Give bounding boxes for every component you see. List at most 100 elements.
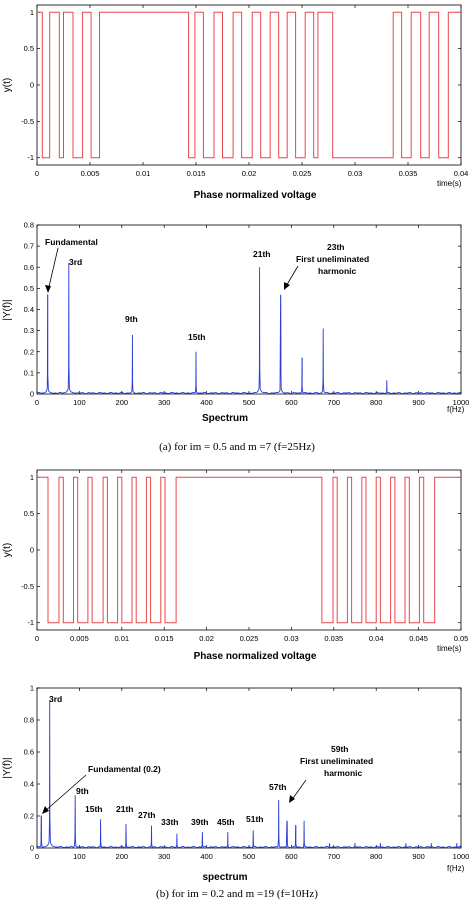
plot-frame: [36, 224, 462, 395]
tick-labels: 0 0.005 0.01 0.015 0.02 0.025 0.03 0.035 0.04 -1 -…: [21, 5, 468, 178]
y-tick-label: -1: [27, 618, 34, 627]
x-tick-label: 0.025: [293, 169, 312, 178]
x-tick-label: 400: [200, 852, 213, 861]
annotation-first-uneliminated: First uneliminated: [296, 254, 369, 264]
x-tick-label: 0.04: [369, 634, 384, 643]
caption-a: (a) for im = 0.5 and m =7 (f=25Hz): [159, 441, 315, 453]
x-tick-label: 200: [116, 852, 129, 861]
x-tick-label: 600: [285, 398, 298, 407]
spectrum-line: [36, 700, 461, 849]
x-unit-label: f(Hz): [447, 864, 465, 873]
x-tick-label: 0.01: [136, 169, 151, 178]
x-tick-label: 0.02: [199, 634, 214, 643]
annotation-51th: 51th: [246, 814, 263, 824]
annotation-15th: 15th: [188, 332, 205, 342]
y-tick-label: 0.7: [24, 242, 34, 251]
x-axis-label: Phase normalized voltage: [194, 651, 317, 662]
y-tick-label: 0.8: [24, 716, 34, 725]
x-tick-label: 500: [243, 852, 256, 861]
spectrum-plot-b: 0 100 200 300 400 500 600 700 800 900 1000 0 0.2 0.4 0…: [2, 684, 469, 884]
arrow-head: [289, 795, 295, 803]
x-axis-label: spectrum: [202, 872, 247, 883]
y-axis-label: |Y(f)|: [2, 757, 13, 778]
y-tick-label: -0.5: [21, 117, 34, 126]
y-tick-label: 0.8: [24, 221, 34, 230]
y-axis-label: y(t): [2, 543, 13, 557]
x-tick-label: 0.03: [284, 634, 299, 643]
annotation-arrow: [43, 774, 87, 813]
x-tick-label: 0.035: [324, 634, 343, 643]
y-tick-label: 0.6: [24, 263, 34, 272]
annotation-9th: 9th: [125, 314, 138, 324]
y-tick-label: 0.2: [24, 812, 34, 821]
x-tick-label: 0: [35, 398, 39, 407]
y-tick-label: 0.6: [24, 748, 34, 757]
x-tick-label: 1000: [453, 852, 470, 861]
arrow-head: [42, 806, 49, 814]
y-tick-label: 1: [30, 473, 34, 482]
y-tick-label: 0: [30, 390, 34, 399]
x-tick-label: 0.03: [348, 169, 363, 178]
x-tick-label: 0.02: [242, 169, 257, 178]
x-tick-label: 0.05: [454, 634, 469, 643]
plot-frame: [36, 469, 462, 631]
y-tick-label: 0.2: [24, 347, 34, 356]
annotation-39th: 39th: [191, 817, 208, 827]
x-tick-label: 1000: [453, 398, 470, 407]
annotation-27th: 27th: [138, 810, 155, 820]
x-tick-label: 0.005: [70, 634, 89, 643]
x-tick-label: 800: [370, 852, 383, 861]
plot-frame: [36, 4, 462, 166]
tick-labels: 0 100 200 300 400 500 600 700 800 900 1000 0 0.2 0.4 0…: [24, 684, 470, 862]
caption-b: (b) for im = 0.2 and m =19 (f=10Hz): [156, 888, 318, 900]
time-plot-b: 0 0.005 0.01 0.015 0.02 0.025 0.03 0.035 0.04 0.0…: [2, 469, 468, 662]
y-tick-label: 0: [30, 81, 34, 90]
y-tick-label: 0: [30, 546, 34, 555]
y-tick-label: 0.5: [24, 284, 34, 293]
y-tick-label: 0.1: [24, 368, 34, 377]
x-tick-label: 0: [35, 634, 39, 643]
time-plot-a: 0 0.005 0.01 0.015 0.02 0.025 0.03 0.035 0.04 -1 -…: [2, 4, 468, 201]
annotation-15th: 15th: [85, 804, 102, 814]
x-tick-label: 0.04: [454, 169, 469, 178]
voltage-waveform: [37, 11, 461, 159]
annotation-57th: 57th: [269, 782, 286, 792]
annotation-23th: 23th: [327, 242, 344, 252]
x-tick-label: 500: [243, 398, 256, 407]
annotation-arrow: [47, 247, 59, 292]
x-tick-label: 600: [285, 852, 298, 861]
x-tick-label: 300: [158, 398, 171, 407]
spectrum-line: [36, 262, 461, 395]
y-tick-label: 1: [30, 8, 34, 17]
x-tick-label: 100: [73, 852, 86, 861]
y-axis-label: y(t): [2, 78, 13, 92]
x-tick-label: 400: [200, 398, 213, 407]
y-tick-label: 0.4: [24, 305, 34, 314]
annotation-fundamental: Fundamental (0.2): [88, 764, 161, 774]
annotation-21th: 21th: [116, 804, 133, 814]
annotation-59th: 59th: [331, 744, 348, 754]
tick-labels: 0 0.005 0.01 0.015 0.02 0.025 0.03 0.035 0.04 0.0…: [21, 470, 468, 643]
tick-labels: 0 100 200 300 400 500 600 700 800 900 1000 0 0.1 0.2 0…: [24, 221, 470, 408]
x-tick-label: 100: [73, 398, 86, 407]
annotation-3rd: 3rd: [69, 257, 82, 267]
annotation-21th: 21th: [253, 249, 270, 259]
x-tick-label: 0.035: [399, 169, 418, 178]
x-tick-label: 800: [370, 398, 383, 407]
annotation-harmonic: harmonic: [324, 768, 363, 778]
annotation-45th: 45th: [217, 817, 234, 827]
x-tick-label: 0.025: [240, 634, 259, 643]
x-tick-label: 200: [116, 398, 129, 407]
x-tick-label: 300: [158, 852, 171, 861]
x-tick-label: 700: [328, 398, 341, 407]
annotation-3rd: 3rd: [49, 694, 62, 704]
voltage-waveform: [37, 476, 461, 624]
x-tick-label: 0.005: [81, 169, 100, 178]
x-tick-label: 0.045: [409, 634, 428, 643]
y-tick-label: -1: [27, 153, 34, 162]
x-axis-label: Spectrum: [202, 413, 248, 424]
y-tick-label: 0: [30, 844, 34, 853]
x-tick-label: 0.01: [114, 634, 129, 643]
arrow-head: [45, 285, 51, 293]
